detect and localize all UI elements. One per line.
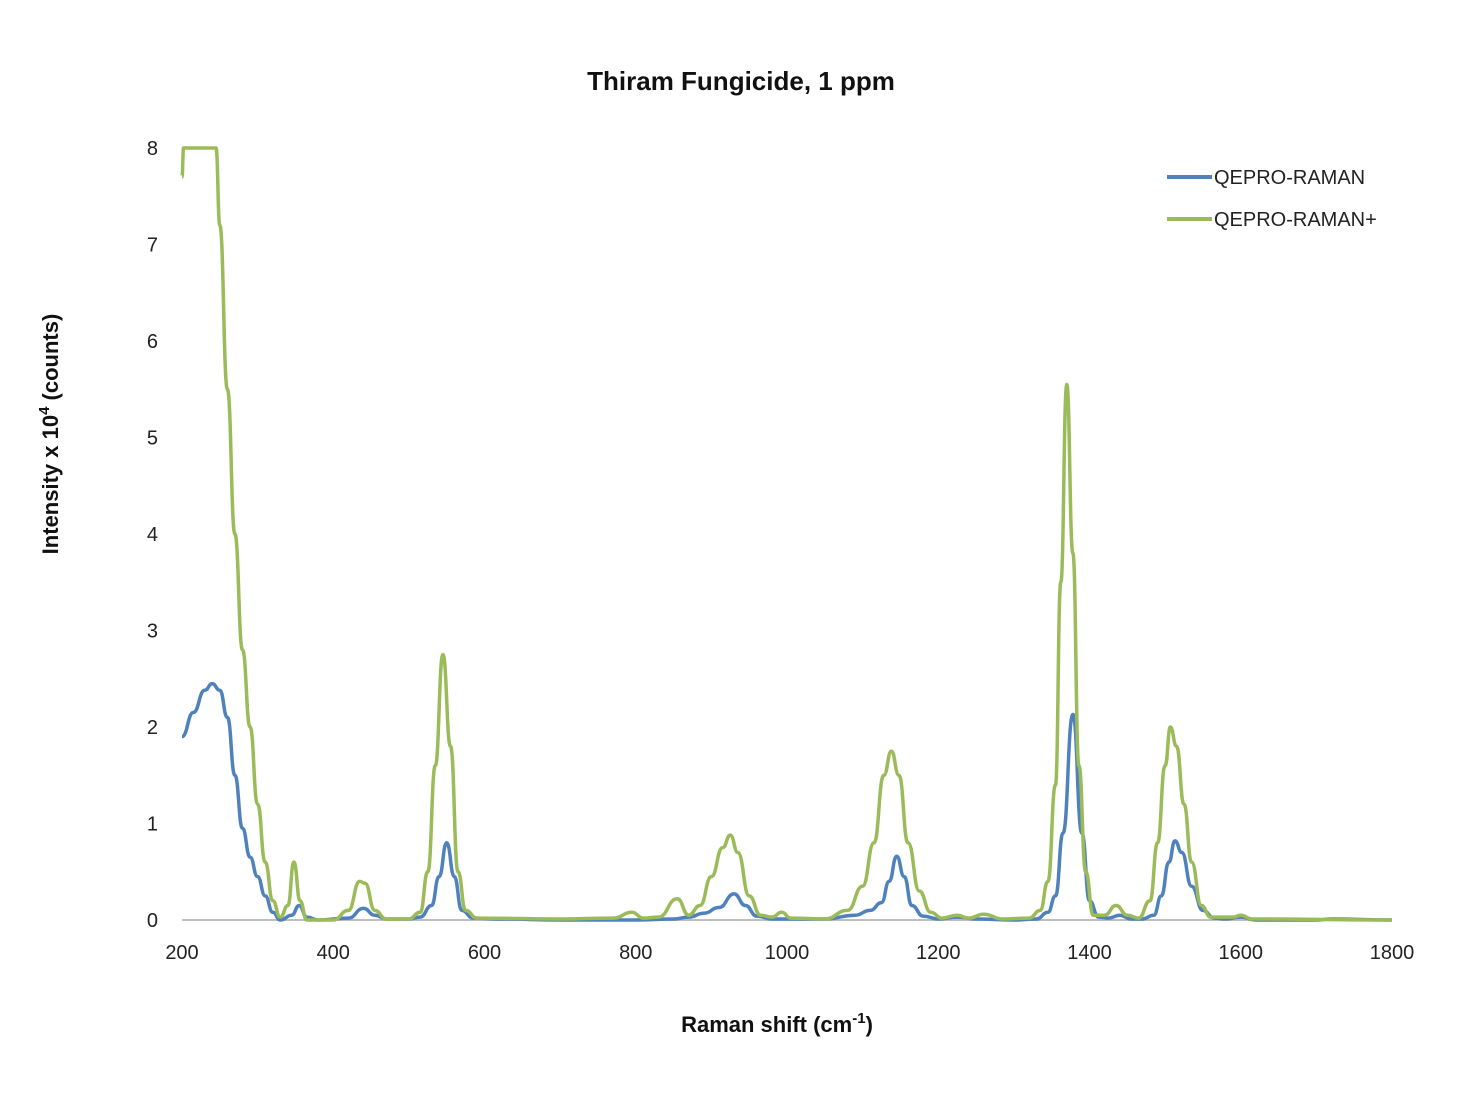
x-axis-title-main: Raman shift (cm (681, 1012, 852, 1037)
y-tick-label: 6 (147, 331, 158, 353)
y-tick-label: 4 (147, 524, 158, 546)
y-tick-labels: 0 1 2 3 4 5 6 7 8 (147, 138, 158, 932)
series-line-qepro-raman-plus (180, 146, 1393, 922)
x-tick-label: 1400 (1067, 942, 1112, 964)
plot-area: 200 400 600 800 1000 1200 1400 1600 1800 0 1 2 3 4 5 6… (147, 138, 1414, 964)
y-tick-label: 2 (147, 717, 158, 739)
chart-title: Thiram Fungicide, 1 ppm (587, 66, 895, 96)
y-tick-label: 3 (147, 621, 158, 643)
legend-label-qepro-raman: QEPRO-RAMAN (1214, 167, 1365, 189)
y-axis-title-sup: 4 (36, 406, 53, 415)
y-axis-title-end: (counts) (38, 314, 63, 407)
y-tick-label: 5 (147, 428, 158, 450)
legend-label-qepro-raman-plus: QEPRO-RAMAN+ (1214, 209, 1377, 231)
x-axis-title-sup: -1 (852, 1010, 865, 1027)
series-lines (180, 146, 1393, 922)
x-axis-title-end: ) (866, 1012, 873, 1037)
legend: QEPRO-RAMAN QEPRO-RAMAN+ (1167, 167, 1377, 231)
x-tick-label: 400 (317, 942, 350, 964)
y-tick-label: 1 (147, 814, 158, 836)
x-tick-label: 1000 (765, 942, 810, 964)
y-tick-label: 7 (147, 235, 158, 257)
y-tick-label: 8 (147, 138, 158, 160)
x-tick-label: 200 (165, 942, 198, 964)
x-tick-label: 600 (468, 942, 501, 964)
x-tick-label: 1200 (916, 942, 961, 964)
legend-entry-qepro-raman-plus: QEPRO-RAMAN+ (1167, 209, 1377, 231)
x-tick-label: 800 (619, 942, 652, 964)
x-tick-label: 1800 (1370, 942, 1415, 964)
y-axis-title-main: Intensity x 10 (38, 415, 63, 554)
y-axis-title: Intensity x 104 (counts) (36, 314, 63, 555)
x-axis-title: Raman shift (cm-1) (681, 1010, 873, 1037)
x-tick-labels: 200 400 600 800 1000 1200 1400 1600 1800 (165, 942, 1414, 964)
x-tick-label: 1600 (1219, 942, 1264, 964)
y-tick-label: 0 (147, 910, 158, 932)
legend-entry-qepro-raman: QEPRO-RAMAN (1167, 167, 1365, 189)
